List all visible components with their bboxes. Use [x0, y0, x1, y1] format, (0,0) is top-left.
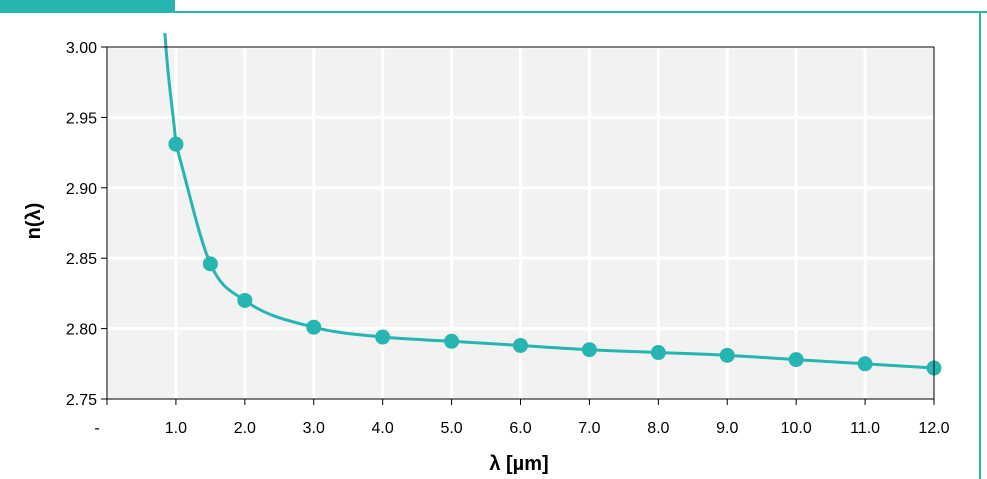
x-tick-label: 11.0	[850, 420, 880, 437]
y-tick-label: 2.75	[66, 392, 97, 409]
x-tick-labels: - 1.0 2.0 3.0 4.0 5.0 6.0 7.0 8.0 9.0 10.0 11.0 12.0	[94, 420, 949, 437]
data-point	[168, 136, 184, 152]
data-point	[375, 329, 391, 345]
series-curve-layer	[163, 32, 935, 370]
axes	[101, 46, 935, 405]
series-line	[163, 32, 935, 370]
data-point	[581, 342, 597, 358]
x-tick-label: 4.0	[372, 420, 394, 437]
x-tick-label: -	[94, 420, 99, 437]
y-tick-label: 3.00	[66, 40, 97, 57]
x-axis-label: λ [µm]	[489, 453, 548, 475]
x-tick-label: 6.0	[509, 420, 531, 437]
x-tick-label: 3.0	[303, 420, 325, 437]
y-tick-label: 2.80	[66, 322, 97, 339]
data-point	[719, 347, 735, 363]
x-tick-label: 1.0	[165, 420, 187, 437]
data-point	[857, 356, 873, 372]
x-tick-label: 5.0	[440, 420, 462, 437]
data-point	[237, 292, 253, 308]
data-point	[202, 256, 218, 272]
data-point	[306, 319, 322, 335]
data-point	[788, 352, 804, 368]
x-tick-label: 8.0	[647, 420, 669, 437]
data-point	[650, 345, 666, 361]
frame-top-tab	[0, 0, 175, 12]
x-tick-label: 7.0	[578, 420, 600, 437]
gridlines	[107, 45, 934, 399]
data-point	[444, 333, 460, 349]
series-points-layer	[168, 136, 942, 376]
y-tick-label: 2.95	[66, 110, 97, 127]
x-tick-label: 2.0	[234, 420, 256, 437]
y-tick-label: 2.90	[66, 181, 97, 198]
x-tick-label: 12.0	[918, 420, 949, 437]
plot-area: - 1.0 2.0 3.0 4.0 5.0 6.0 7.0 8.0 9.0 10.0 11.0 12.0…	[66, 32, 950, 437]
y-tick-labels: 2.75 2.80 2.85 2.90 2.95 3.00	[66, 40, 97, 409]
y-axis-label: n(λ)	[23, 203, 45, 240]
data-point	[513, 337, 528, 353]
x-tick-label: 10.0	[781, 420, 812, 437]
y-tick-label: 2.85	[66, 251, 97, 268]
x-tick-label: 9.0	[716, 420, 738, 437]
